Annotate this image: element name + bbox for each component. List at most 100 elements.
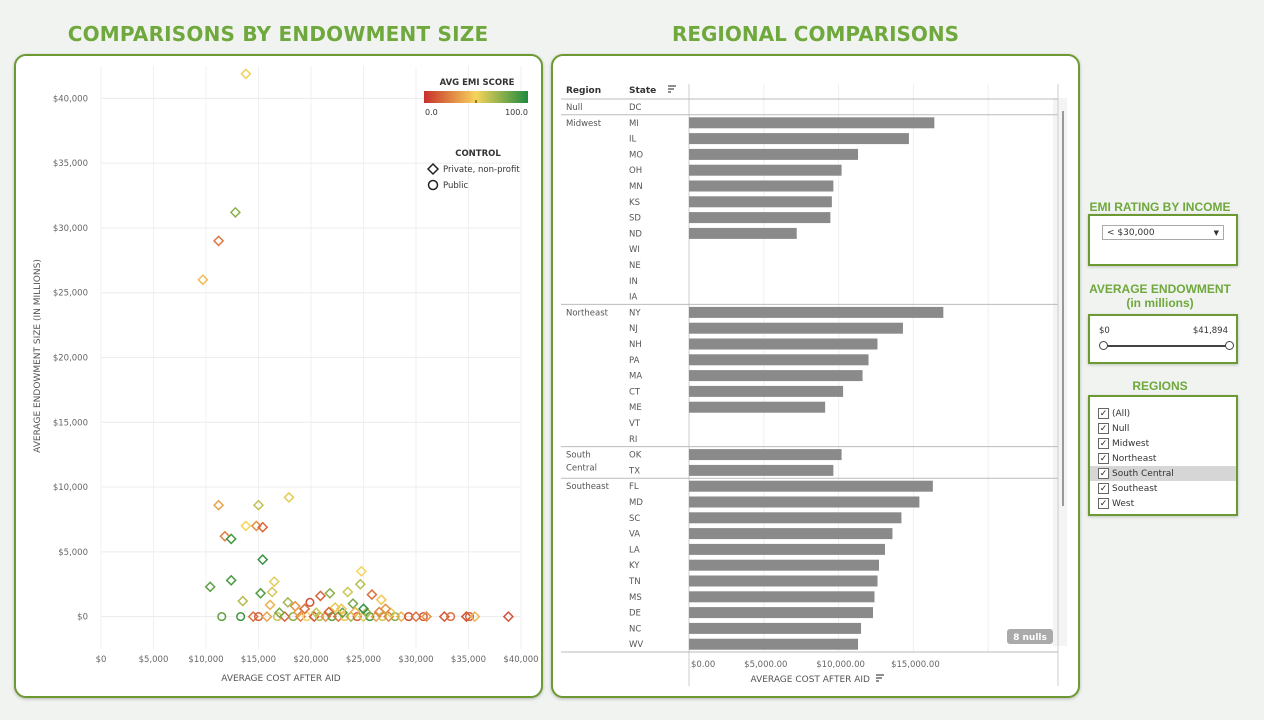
bar-ME[interactable] (689, 401, 826, 413)
checkbox-icon[interactable]: ✓ (1098, 423, 1109, 434)
scatter-point-private[interactable] (469, 611, 481, 623)
bar-MO[interactable] (689, 148, 859, 160)
scatter-point-private[interactable] (204, 581, 216, 593)
scatter-point-private[interactable] (395, 611, 407, 623)
scatter-point-private[interactable] (349, 606, 361, 618)
scatter-point-private[interactable] (357, 603, 370, 615)
bar-MS[interactable] (689, 591, 875, 603)
scatter-point-private[interactable] (237, 595, 249, 607)
state-column-header[interactable]: State (629, 86, 656, 96)
scatter-point-public[interactable] (418, 612, 428, 622)
checkbox-icon[interactable]: ✓ (1098, 483, 1109, 494)
bar-CT[interactable] (689, 385, 844, 397)
scatter-point-private[interactable] (283, 491, 295, 503)
checkbox-icon[interactable]: ✓ (1098, 498, 1109, 509)
scatter-point-private[interactable] (213, 235, 225, 247)
scatter-chart[interactable]: $0 $5,000 $10,000 $15,000 $20,000 $25,000 $30,… (16, 56, 541, 696)
checkbox-icon[interactable]: ✓ (1098, 438, 1109, 449)
scatter-point-private[interactable] (375, 594, 387, 606)
scatter-point-private[interactable] (257, 521, 269, 533)
nulls-badge[interactable] (1007, 629, 1053, 644)
scatter-point-private[interactable] (324, 587, 336, 599)
scatter-point-private[interactable] (314, 590, 327, 602)
scatter-point-private[interactable] (213, 499, 225, 511)
scatter-point-private[interactable] (247, 611, 259, 623)
bar-chart[interactable]: Region State Null DC Midwest MI IL MO OH MN KS SD… (553, 56, 1078, 696)
bar-MA[interactable] (689, 370, 863, 382)
bar-OH[interactable] (689, 164, 842, 176)
checkbox-icon[interactable]: ✓ (1098, 408, 1109, 419)
bar-NY[interactable] (689, 306, 944, 318)
scatter-point-private[interactable] (335, 603, 348, 615)
checkbox-icon[interactable]: ✓ (1098, 453, 1109, 464)
bar-WV[interactable] (689, 638, 859, 650)
scatter-point-public[interactable] (305, 597, 315, 607)
bar-TN[interactable] (689, 575, 878, 587)
region-checkbox-row[interactable]: ✓ Northeast (1090, 451, 1236, 466)
bar-OK[interactable] (689, 449, 842, 461)
bar-VA[interactable] (689, 528, 893, 540)
scatter-point-private[interactable] (308, 611, 320, 623)
scatter-point-private[interactable] (264, 599, 276, 611)
scatter-point-public[interactable] (446, 612, 456, 622)
scatter-point-private[interactable] (250, 520, 262, 532)
scatter-point-private[interactable] (379, 603, 392, 615)
scatter-point-private[interactable] (229, 206, 241, 218)
scatter-point-private[interactable] (255, 587, 267, 599)
scatter-point-public[interactable] (217, 612, 227, 622)
slider-max-handle[interactable] (1225, 341, 1234, 350)
bar-PA[interactable] (689, 354, 869, 366)
scatter-point-private[interactable] (347, 598, 359, 610)
scatter-point-private[interactable] (420, 611, 433, 623)
scatter-point-private[interactable] (342, 586, 354, 598)
scatter-point-private[interactable] (266, 586, 278, 598)
endowment-slider-track[interactable] (1103, 345, 1229, 347)
bar-IL[interactable] (689, 133, 909, 145)
bar-KS[interactable] (689, 196, 832, 208)
bar-NH[interactable] (689, 338, 878, 350)
bar-KY[interactable] (689, 559, 879, 571)
sort-icon[interactable] (876, 674, 884, 682)
region-checkbox-row[interactable]: ✓ Midwest (1090, 436, 1236, 451)
scatter-point-private[interactable] (252, 499, 265, 511)
slider-min-handle[interactable] (1099, 341, 1108, 350)
scatter-point-private[interactable] (355, 565, 367, 577)
region-checkbox-row[interactable]: ✓ Southeast (1090, 481, 1236, 496)
bar-MD[interactable] (689, 496, 920, 508)
scatter-point-private[interactable] (240, 68, 252, 80)
scatter-point-private[interactable] (460, 611, 472, 623)
bar-MN[interactable] (689, 180, 834, 192)
scrollbar-track[interactable] (1053, 98, 1067, 646)
nulls-badge-label[interactable]: 8 nulls (1013, 633, 1047, 643)
chevron-down-icon[interactable]: ▼ (1213, 229, 1219, 237)
scatter-point-private[interactable] (361, 607, 373, 619)
bar-LA[interactable] (689, 543, 885, 555)
region-checkbox-row[interactable]: ✓ (All) (1090, 406, 1236, 421)
scatter-point-private[interactable] (225, 574, 237, 586)
bar-TX[interactable] (689, 464, 834, 476)
checkbox-icon[interactable]: ✓ (1098, 468, 1109, 479)
scatter-point-private[interactable] (323, 606, 335, 618)
scatter-point-private[interactable] (282, 596, 294, 608)
bar-SC[interactable] (689, 512, 902, 524)
region-checkbox-row[interactable]: ✓ South Central (1090, 466, 1236, 481)
bar-MI[interactable] (689, 117, 935, 129)
bar-FL[interactable] (689, 480, 933, 492)
scatter-point-public[interactable] (340, 612, 350, 622)
scatter-point-private[interactable] (261, 611, 273, 623)
bar-SD[interactable] (689, 212, 831, 224)
scatter-point-private[interactable] (310, 607, 322, 619)
scatter-point-private[interactable] (197, 274, 209, 286)
bar-NC[interactable] (689, 622, 862, 634)
bar-DE[interactable] (689, 607, 874, 619)
scatter-point-private[interactable] (240, 520, 252, 532)
scatter-point-private[interactable] (268, 576, 280, 588)
region-checkbox-row[interactable]: ✓ Null (1090, 421, 1236, 436)
scatter-point-private[interactable] (329, 601, 341, 614)
scatter-point-private[interactable] (502, 611, 514, 623)
scatter-point-private[interactable] (219, 530, 231, 542)
scatter-point-public[interactable] (352, 612, 362, 622)
bar-NJ[interactable] (689, 322, 903, 334)
bar-ND[interactable] (689, 227, 797, 239)
region-column-header[interactable]: Region (566, 86, 601, 96)
